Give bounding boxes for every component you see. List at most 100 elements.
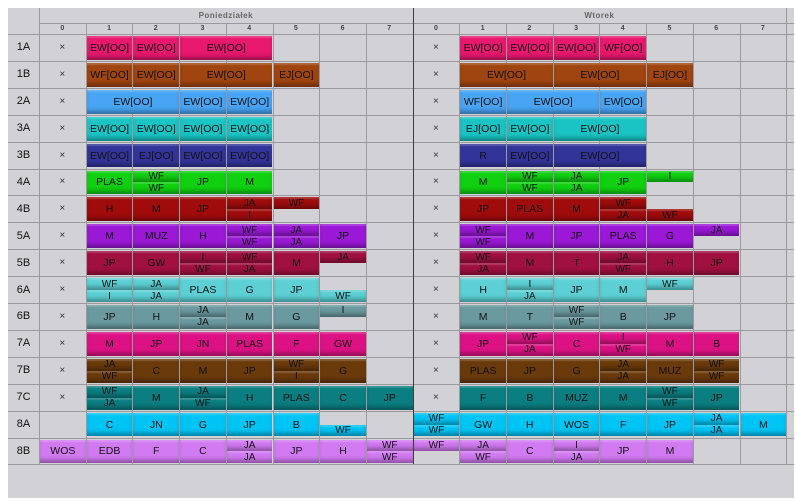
lesson-cell[interactable]: EW[OO] (600, 89, 647, 114)
lesson-cell-bottom[interactable]: WF (600, 263, 647, 276)
lesson-cell[interactable]: JP (693, 385, 740, 410)
lesson-cell-bottom[interactable]: WF (693, 370, 740, 383)
lesson-cell-top[interactable]: JA (320, 251, 366, 264)
lesson-cell-bottom[interactable] (647, 290, 693, 302)
lesson-cell-top[interactable]: I (180, 251, 226, 264)
lesson-cell[interactable]: MUZ (133, 224, 180, 249)
lesson-cell[interactable]: EW[OO] (553, 36, 600, 60)
lesson-cell[interactable]: C (553, 331, 600, 356)
lesson-cell[interactable]: JP (133, 331, 180, 356)
lesson-cell[interactable]: PLAS (226, 331, 273, 356)
lesson-cell[interactable]: M (226, 305, 273, 329)
lesson-cell[interactable]: G (320, 358, 366, 383)
lesson-cell[interactable]: EW[OO] (507, 116, 553, 141)
lesson-cell[interactable]: M (553, 197, 600, 222)
lesson-cell[interactable]: PLAS (86, 170, 133, 195)
lesson-cell[interactable]: EW[OO] (86, 36, 133, 60)
lesson-cell[interactable]: EW[OO] (553, 116, 647, 141)
lesson-cell-top[interactable]: WF (460, 251, 506, 264)
lesson-cell[interactable]: H (133, 305, 180, 329)
lesson-cell-top[interactable]: JA (226, 197, 273, 210)
lesson-cell[interactable]: C (133, 358, 180, 383)
lesson-cell[interactable]: JP (273, 439, 320, 464)
lesson-cell-bottom[interactable]: JA (507, 290, 553, 302)
lesson-cell-top[interactable]: JA (180, 305, 226, 317)
lesson-cell-top[interactable]: WF (507, 170, 553, 183)
lesson-cell[interactable]: H (320, 439, 366, 464)
lesson-cell-top[interactable]: JA (180, 385, 226, 398)
lesson-cell[interactable]: H (180, 224, 226, 249)
lesson-cell[interactable]: EW[OO] (86, 143, 133, 168)
lesson-cell-top[interactable]: JA (86, 358, 133, 371)
lesson-cell-bottom[interactable]: WF (553, 316, 600, 329)
lesson-cell-bottom[interactable]: I (226, 209, 273, 222)
lesson-cell[interactable]: F (273, 331, 320, 356)
lesson-cell[interactable]: EW[OO] (226, 89, 273, 114)
lesson-cell-bottom[interactable]: WF (460, 451, 506, 464)
lesson-cell[interactable]: M (600, 385, 647, 410)
lesson-cell[interactable]: EW[OO] (180, 36, 273, 60)
lesson-cell[interactable]: JP (647, 412, 693, 437)
lesson-cell[interactable]: JP (553, 224, 600, 249)
lesson-cell[interactable]: JP (320, 224, 366, 249)
lesson-cell[interactable]: M (647, 331, 693, 356)
lesson-cell-bottom[interactable]: WF (180, 263, 226, 276)
lesson-cell-top[interactable]: I (647, 170, 693, 183)
lesson-cell[interactable]: MUZ (553, 385, 600, 410)
lesson-cell[interactable]: JN (180, 331, 226, 356)
lesson-cell-bottom[interactable]: WF (180, 397, 226, 410)
lesson-cell[interactable]: GW (460, 412, 506, 437)
lesson-cell-top[interactable]: I (320, 305, 366, 317)
lesson-cell[interactable]: C (320, 385, 366, 410)
lesson-cell[interactable]: EDB (86, 439, 133, 464)
lesson-cell-bottom[interactable]: WF (133, 182, 180, 195)
lesson-cell[interactable]: EJ[OO] (647, 62, 693, 87)
lesson-cell-top[interactable]: WF (413, 412, 460, 425)
lesson-cell[interactable]: EW[OO] (507, 36, 553, 60)
lesson-cell-top[interactable]: WF (693, 358, 740, 371)
lesson-cell[interactable]: JP (460, 331, 506, 356)
lesson-cell[interactable]: JP (226, 358, 273, 383)
lesson-cell[interactable]: EW[OO] (133, 116, 180, 141)
lesson-cell[interactable]: EW[OO] (86, 89, 180, 114)
lesson-cell[interactable]: JP (647, 305, 693, 329)
lesson-cell[interactable]: G (180, 412, 226, 437)
lesson-cell-bottom[interactable]: I (273, 370, 320, 383)
lesson-cell[interactable]: M (86, 331, 133, 356)
lesson-cell[interactable]: F (460, 385, 506, 410)
lesson-cell[interactable]: JP (460, 197, 506, 222)
lesson-cell[interactable]: MUZ (647, 358, 693, 383)
lesson-cell[interactable]: EW[OO] (180, 143, 226, 168)
lesson-cell[interactable]: F (133, 439, 180, 464)
lesson-cell[interactable]: M (133, 385, 180, 410)
lesson-cell[interactable]: G (273, 305, 320, 329)
lesson-cell[interactable]: B (693, 331, 740, 356)
lesson-cell[interactable]: C (86, 412, 133, 437)
lesson-cell[interactable]: H (226, 385, 273, 410)
lesson-cell-bottom[interactable]: WF (507, 182, 553, 195)
lesson-cell[interactable]: M (133, 197, 180, 222)
lesson-cell[interactable]: H (86, 197, 133, 222)
lesson-cell-bottom[interactable]: JA (600, 209, 647, 222)
lesson-cell-bottom[interactable] (647, 182, 693, 194)
lesson-cell[interactable]: C (507, 439, 553, 464)
lesson-cell[interactable]: EW[OO] (553, 143, 647, 168)
lesson-cell-top[interactable] (647, 197, 693, 209)
lesson-cell[interactable]: M (180, 358, 226, 383)
lesson-cell[interactable]: EW[OO] (553, 62, 647, 87)
lesson-cell[interactable]: M (600, 278, 647, 302)
lesson-cell[interactable]: C (180, 439, 226, 464)
lesson-cell-top[interactable]: WF (86, 385, 133, 398)
lesson-cell[interactable]: M (460, 305, 506, 329)
lesson-cell-bottom[interactable]: JA (553, 451, 600, 464)
lesson-cell[interactable]: B (600, 305, 647, 329)
lesson-cell[interactable]: EW[OO] (460, 62, 553, 87)
lesson-cell[interactable]: F (600, 412, 647, 437)
lesson-cell[interactable]: EW[OO] (133, 36, 180, 60)
lesson-cell[interactable]: WOS (40, 439, 86, 464)
lesson-cell-top[interactable] (320, 278, 366, 290)
lesson-cell[interactable]: M (460, 170, 506, 195)
lesson-cell-bottom[interactable]: WF (226, 236, 273, 249)
lesson-cell-bottom[interactable]: WF (86, 370, 133, 383)
lesson-cell[interactable]: JP (86, 305, 133, 329)
